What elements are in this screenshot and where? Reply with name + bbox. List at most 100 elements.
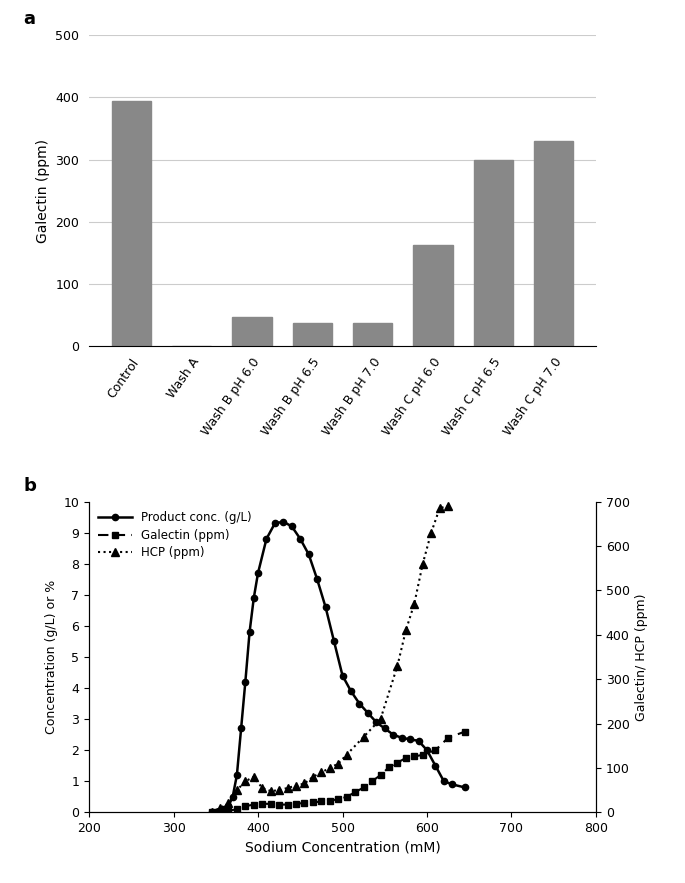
- Product conc. (g/L): [254, 568, 262, 578]
- Product conc. (g/L): [296, 533, 304, 544]
- HCP (ppm): [326, 763, 334, 774]
- Galectin (ppm): [208, 807, 216, 818]
- HCP (ppm): [427, 527, 436, 538]
- X-axis label: Sodium Concentration (mM): Sodium Concentration (mM): [245, 841, 440, 855]
- Galectin (ppm): [266, 798, 275, 809]
- Line: HCP (ppm): HCP (ppm): [208, 502, 452, 816]
- Galectin (ppm): [216, 806, 224, 817]
- Line: Product conc. (g/L): Product conc. (g/L): [208, 518, 468, 816]
- Product conc. (g/L): [229, 791, 237, 802]
- HCP (ppm): [334, 758, 342, 769]
- Product conc. (g/L): [313, 574, 321, 585]
- Galectin (ppm): [377, 770, 385, 781]
- Galectin (ppm): [410, 751, 419, 762]
- HCP (ppm): [292, 781, 300, 791]
- Bar: [353, 323, 393, 346]
- Product conc. (g/L): [288, 521, 296, 532]
- Product conc. (g/L): [440, 776, 448, 787]
- Product conc. (g/L): [389, 729, 397, 740]
- HCP (ppm): [436, 503, 444, 514]
- Product conc. (g/L): [279, 517, 288, 527]
- Bar: [112, 101, 151, 346]
- Product conc. (g/L): [241, 676, 249, 687]
- HCP (ppm): [233, 785, 241, 796]
- Galectin (ppm): [334, 794, 342, 804]
- Product conc. (g/L): [432, 760, 440, 771]
- HCP (ppm): [377, 713, 385, 724]
- Galectin (ppm): [393, 758, 401, 768]
- HCP (ppm): [317, 767, 325, 778]
- Galectin (ppm): [224, 805, 232, 816]
- Galectin (ppm): [292, 798, 300, 809]
- Bar: [232, 317, 271, 346]
- HCP (ppm): [224, 798, 232, 809]
- Galectin (ppm): [444, 733, 452, 743]
- Galectin (ppm): [317, 796, 325, 807]
- Galectin (ppm): [300, 797, 308, 808]
- Product conc. (g/L): [423, 745, 431, 756]
- HCP (ppm): [216, 803, 224, 813]
- HCP (ppm): [275, 785, 284, 796]
- Product conc. (g/L): [321, 602, 329, 613]
- Product conc. (g/L): [364, 707, 372, 718]
- Galectin (ppm): [275, 799, 284, 810]
- Bar: [474, 160, 513, 346]
- Text: b: b: [23, 477, 36, 494]
- HCP (ppm): [393, 660, 401, 671]
- Galectin (ppm): [401, 752, 410, 763]
- Product conc. (g/L): [237, 723, 245, 734]
- HCP (ppm): [300, 778, 308, 789]
- Galectin (ppm): [360, 782, 368, 793]
- Legend: Product conc. (g/L), Galectin (ppm), HCP (ppm): Product conc. (g/L), Galectin (ppm), HCP…: [95, 508, 255, 563]
- Galectin (ppm): [258, 798, 266, 809]
- HCP (ppm): [266, 786, 275, 796]
- Galectin (ppm): [326, 796, 334, 806]
- Galectin (ppm): [309, 797, 317, 808]
- Product conc. (g/L): [224, 801, 232, 811]
- HCP (ppm): [241, 776, 249, 787]
- HCP (ppm): [342, 750, 351, 760]
- Product conc. (g/L): [330, 636, 338, 646]
- Product conc. (g/L): [220, 804, 228, 814]
- Product conc. (g/L): [305, 549, 313, 560]
- HCP (ppm): [258, 782, 266, 793]
- HCP (ppm): [309, 772, 317, 782]
- Galectin (ppm): [351, 787, 359, 797]
- HCP (ppm): [360, 732, 368, 743]
- HCP (ppm): [401, 625, 410, 636]
- Product conc. (g/L): [381, 723, 389, 734]
- Galectin (ppm): [284, 799, 292, 810]
- Galectin (ppm): [342, 791, 351, 802]
- Y-axis label: Galectin/ HCP (ppm): Galectin/ HCP (ppm): [635, 593, 648, 721]
- HCP (ppm): [284, 782, 292, 793]
- Product conc. (g/L): [271, 518, 279, 529]
- HCP (ppm): [208, 807, 216, 818]
- Galectin (ppm): [385, 762, 393, 773]
- Bar: [534, 141, 573, 346]
- Galectin (ppm): [249, 799, 258, 810]
- Product conc. (g/L): [397, 733, 406, 743]
- Product conc. (g/L): [245, 627, 253, 638]
- Galectin (ppm): [241, 801, 249, 811]
- Product conc. (g/L): [212, 806, 220, 817]
- Text: a: a: [23, 11, 35, 28]
- Product conc. (g/L): [414, 736, 423, 746]
- Product conc. (g/L): [216, 805, 224, 816]
- Product conc. (g/L): [249, 592, 258, 603]
- Y-axis label: Galectin (ppm): Galectin (ppm): [36, 139, 50, 243]
- HCP (ppm): [419, 558, 427, 569]
- Galectin (ppm): [461, 726, 469, 736]
- Product conc. (g/L): [233, 770, 241, 781]
- Product conc. (g/L): [448, 779, 456, 789]
- HCP (ppm): [444, 501, 452, 511]
- Product conc. (g/L): [372, 717, 380, 728]
- Bar: [292, 322, 332, 346]
- Product conc. (g/L): [208, 807, 216, 818]
- Product conc. (g/L): [461, 782, 469, 793]
- Galectin (ppm): [419, 750, 427, 760]
- HCP (ppm): [249, 772, 258, 782]
- Galectin (ppm): [368, 776, 376, 787]
- Product conc. (g/L): [262, 533, 271, 544]
- Line: Galectin (ppm): Galectin (ppm): [208, 728, 468, 816]
- Galectin (ppm): [233, 804, 241, 814]
